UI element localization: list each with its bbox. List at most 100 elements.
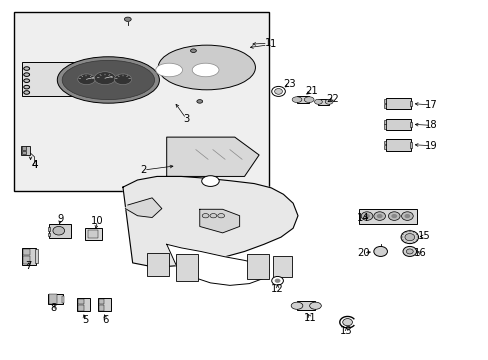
Ellipse shape: [53, 226, 64, 235]
Ellipse shape: [271, 276, 283, 285]
Bar: [49, 224, 71, 238]
Text: 2: 2: [141, 165, 147, 175]
Bar: [147, 253, 169, 276]
Ellipse shape: [373, 212, 385, 220]
Bar: [85, 228, 102, 240]
Bar: [22, 62, 112, 96]
Ellipse shape: [57, 57, 159, 103]
Bar: [383, 120, 386, 123]
Ellipse shape: [401, 212, 412, 220]
Bar: [409, 143, 411, 148]
Ellipse shape: [197, 100, 202, 103]
Text: 22: 22: [326, 94, 339, 104]
Ellipse shape: [156, 63, 182, 77]
Bar: [78, 305, 83, 311]
Bar: [296, 96, 308, 103]
Ellipse shape: [24, 79, 30, 82]
Bar: [246, 254, 268, 279]
Ellipse shape: [304, 97, 313, 103]
Polygon shape: [166, 137, 259, 176]
Text: 16: 16: [413, 248, 426, 258]
Bar: [318, 99, 328, 105]
Bar: [385, 98, 410, 109]
Ellipse shape: [209, 213, 216, 218]
Text: 19: 19: [424, 141, 437, 151]
Polygon shape: [122, 176, 297, 266]
Bar: [176, 254, 198, 281]
Bar: [409, 101, 411, 107]
Bar: [23, 249, 30, 255]
Bar: [296, 301, 315, 310]
Text: 13: 13: [340, 326, 352, 336]
Text: 21: 21: [305, 86, 317, 96]
Ellipse shape: [290, 302, 302, 309]
Ellipse shape: [406, 249, 412, 254]
Text: 12: 12: [271, 284, 284, 294]
Ellipse shape: [62, 60, 154, 100]
Ellipse shape: [78, 74, 95, 85]
Bar: [383, 99, 386, 103]
Ellipse shape: [271, 86, 285, 96]
Polygon shape: [200, 209, 239, 233]
Ellipse shape: [404, 234, 414, 241]
Bar: [48, 294, 62, 304]
Text: 23: 23: [283, 79, 295, 89]
Ellipse shape: [190, 49, 196, 53]
Bar: [49, 294, 57, 303]
Bar: [385, 139, 410, 151]
Bar: [383, 145, 386, 149]
Ellipse shape: [373, 247, 386, 256]
Bar: [99, 298, 104, 304]
Text: 1: 1: [269, 39, 276, 49]
Ellipse shape: [124, 17, 131, 21]
Text: 4: 4: [31, 160, 38, 170]
Bar: [358, 208, 416, 224]
Text: 4: 4: [31, 160, 38, 170]
Ellipse shape: [201, 176, 219, 186]
Polygon shape: [166, 244, 268, 285]
Text: 1: 1: [264, 38, 270, 48]
Ellipse shape: [314, 99, 322, 104]
Ellipse shape: [102, 71, 110, 76]
Bar: [47, 227, 50, 231]
Bar: [47, 233, 50, 237]
Ellipse shape: [114, 74, 131, 85]
Text: 6: 6: [102, 315, 109, 325]
Text: 5: 5: [81, 315, 88, 325]
Bar: [88, 230, 98, 238]
Ellipse shape: [217, 213, 224, 218]
Text: 10: 10: [91, 216, 104, 226]
Bar: [383, 124, 386, 129]
Ellipse shape: [342, 319, 352, 326]
Text: 20: 20: [357, 248, 369, 258]
Bar: [385, 118, 410, 130]
Polygon shape: [125, 198, 162, 217]
Ellipse shape: [192, 63, 219, 77]
Bar: [98, 298, 111, 311]
Bar: [23, 256, 30, 264]
Text: 17: 17: [424, 100, 437, 110]
Ellipse shape: [274, 279, 280, 283]
Ellipse shape: [387, 212, 399, 220]
Text: 7: 7: [25, 261, 31, 271]
Bar: [99, 305, 104, 311]
Bar: [409, 122, 411, 127]
Ellipse shape: [158, 45, 255, 90]
Text: 18: 18: [424, 120, 437, 130]
Bar: [22, 146, 26, 150]
Bar: [22, 248, 36, 265]
Bar: [383, 141, 386, 144]
Bar: [22, 151, 26, 154]
Bar: [78, 298, 83, 304]
Ellipse shape: [94, 72, 116, 85]
Ellipse shape: [24, 91, 30, 94]
Ellipse shape: [102, 88, 110, 92]
Ellipse shape: [24, 73, 30, 76]
Ellipse shape: [291, 97, 301, 103]
Text: 11: 11: [303, 312, 316, 323]
Bar: [383, 104, 386, 108]
Ellipse shape: [361, 212, 372, 220]
Ellipse shape: [274, 89, 282, 94]
Bar: [272, 256, 291, 277]
Text: 15: 15: [417, 231, 430, 242]
